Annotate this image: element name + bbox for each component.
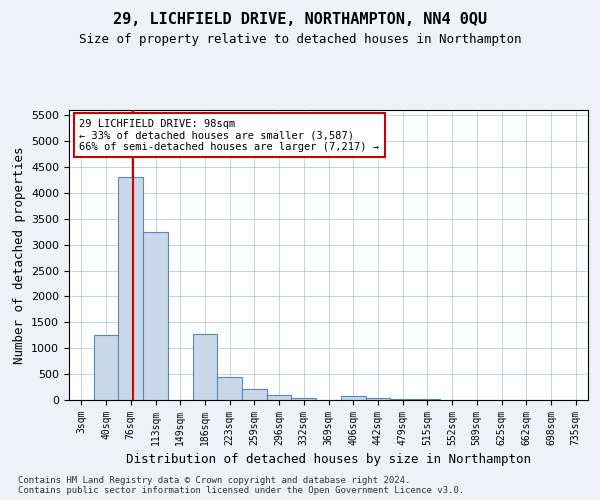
Text: 29, LICHFIELD DRIVE, NORTHAMPTON, NN4 0QU: 29, LICHFIELD DRIVE, NORTHAMPTON, NN4 0Q… <box>113 12 487 28</box>
Bar <box>341 396 365 400</box>
Bar <box>217 376 242 400</box>
Bar <box>193 334 217 400</box>
Bar <box>118 178 143 400</box>
Bar <box>242 389 267 400</box>
Bar <box>143 232 168 400</box>
X-axis label: Distribution of detached houses by size in Northampton: Distribution of detached houses by size … <box>126 454 531 466</box>
Bar <box>292 398 316 400</box>
Bar <box>94 336 118 400</box>
Y-axis label: Number of detached properties: Number of detached properties <box>13 146 26 364</box>
Bar <box>267 395 292 400</box>
Text: Size of property relative to detached houses in Northampton: Size of property relative to detached ho… <box>79 32 521 46</box>
Text: 29 LICHFIELD DRIVE: 98sqm
← 33% of detached houses are smaller (3,587)
66% of se: 29 LICHFIELD DRIVE: 98sqm ← 33% of detac… <box>79 118 379 152</box>
Text: Contains HM Land Registry data © Crown copyright and database right 2024.
Contai: Contains HM Land Registry data © Crown c… <box>18 476 464 495</box>
Bar <box>365 398 390 400</box>
